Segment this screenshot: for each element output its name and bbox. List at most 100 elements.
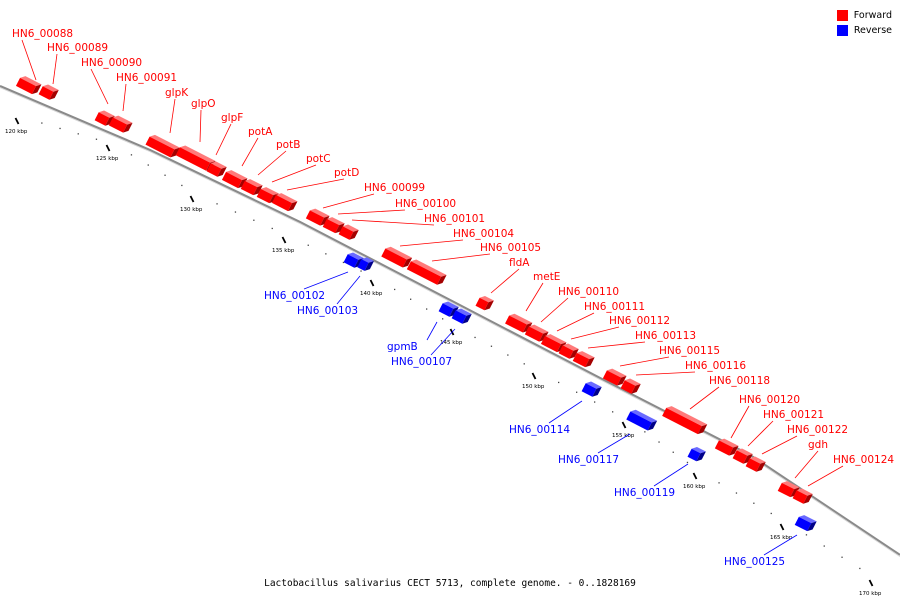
gene-hn6-00116[interactable] [620, 377, 641, 396]
gene-label-hn6-00122[interactable]: HN6_00122 [787, 424, 848, 436]
gene-hn6-00104[interactable] [381, 245, 413, 269]
gene-hn6-00115[interactable] [602, 367, 627, 388]
gene-body [305, 210, 325, 226]
gene-leader [303, 271, 349, 290]
gene-label-glpo[interactable]: glpO [191, 98, 216, 110]
gene-leader [430, 328, 456, 356]
gene-hn6-00124[interactable] [792, 487, 813, 506]
gene-label-glpf[interactable]: glpF [221, 112, 243, 124]
gene-hn6-00112[interactable] [558, 342, 579, 361]
gene-hn6-00091[interactable] [108, 114, 133, 135]
gene-hn6-00117[interactable] [626, 408, 658, 432]
gene-label-hn6-00107[interactable]: HN6_00107 [391, 356, 452, 368]
gene-hn6-00113[interactable] [572, 349, 595, 369]
gene-hn6-00099[interactable] [305, 207, 330, 228]
gene-label-hn6-00114[interactable]: HN6_00114 [509, 424, 570, 436]
gene-label-flda[interactable]: fldA [509, 257, 530, 269]
gene-body [602, 370, 622, 386]
gene-hn6-00088[interactable] [15, 74, 42, 96]
gene-mete[interactable] [505, 312, 533, 334]
gene-label-potc[interactable]: potC [306, 153, 331, 165]
minor-tick [823, 545, 825, 547]
minor-tick [612, 411, 614, 413]
gene-hn6-00121[interactable] [732, 447, 753, 466]
gene-hn6-00114[interactable] [581, 380, 602, 399]
gene-body [221, 171, 243, 189]
gene-side-face [217, 166, 227, 177]
gene-label-hn6-00110[interactable]: HN6_00110 [558, 286, 619, 298]
tick-mark [105, 144, 111, 152]
gene-label-hn6-00099[interactable]: HN6_00099 [364, 182, 425, 194]
gene-label-gpmb[interactable]: gpmB [387, 341, 418, 353]
gene-label-hn6-00124[interactable]: HN6_00124 [833, 454, 894, 466]
gene-label-hn6-00121[interactable]: HN6_00121 [763, 409, 824, 421]
gene-hn6-00103[interactable] [357, 256, 374, 273]
gene-label-hn6-00117[interactable]: HN6_00117 [558, 454, 619, 466]
gene-hn6-00107[interactable] [451, 307, 472, 326]
gene-body [572, 352, 590, 368]
gene-body [94, 112, 110, 126]
gene-leader [52, 53, 58, 85]
gene-label-hn6-00113[interactable]: HN6_00113 [635, 330, 696, 342]
gene-label-hn6-00101[interactable]: HN6_00101 [424, 213, 485, 225]
gene-label-hn6-00111[interactable]: HN6_00111 [584, 301, 645, 313]
gene-label-hn6-00116[interactable]: HN6_00116 [685, 360, 746, 372]
gene-label-hn6-00100[interactable]: HN6_00100 [395, 198, 456, 210]
gene-side-face [539, 331, 549, 342]
tick-label: 145 kbp [440, 340, 463, 346]
gene-gdh[interactable] [777, 479, 800, 499]
gene-gpmb[interactable] [438, 300, 459, 319]
gene-leader [399, 239, 464, 247]
gene-label-hn6-00088[interactable]: HN6_00088 [12, 28, 73, 40]
gene-label-hn6-00090[interactable]: HN6_00090 [81, 57, 142, 69]
gene-label-pota[interactable]: potA [248, 126, 273, 138]
gene-label-hn6-00125[interactable]: HN6_00125 [724, 556, 785, 568]
gene-label-glpk[interactable]: glpK [165, 87, 189, 99]
gene-leader [241, 137, 259, 167]
gene-leader [336, 275, 361, 305]
gene-hn6-00089[interactable] [38, 83, 59, 102]
gene-label-potd[interactable]: potD [334, 167, 359, 179]
gene-top-face [479, 295, 494, 303]
gene-leader [619, 356, 670, 367]
gene-top-face [585, 381, 602, 389]
gene-glpk[interactable] [145, 133, 180, 159]
gene-label-hn6-00091[interactable]: HN6_00091 [116, 72, 177, 84]
gene-flda[interactable] [475, 294, 494, 312]
gene-top-face [781, 481, 800, 490]
gene-potd[interactable] [271, 191, 298, 213]
gene-hn6-00105[interactable] [406, 258, 447, 287]
minor-tick [841, 556, 843, 558]
gene-label-gdh[interactable]: gdh [808, 439, 828, 451]
minor-tick [753, 502, 755, 504]
gene-label-potb[interactable]: potB [276, 139, 300, 151]
gene-hn6-00101[interactable] [338, 223, 359, 242]
gene-label-hn6-00115[interactable]: HN6_00115 [659, 345, 720, 357]
gene-label-hn6-00102[interactable]: HN6_00102 [264, 290, 325, 302]
gene-label-hn6-00105[interactable]: HN6_00105 [480, 242, 541, 254]
gene-hn6-00119[interactable] [687, 445, 706, 463]
gene-body [714, 440, 734, 456]
gene-label-hn6-00120[interactable]: HN6_00120 [739, 394, 800, 406]
gene-hn6-00122[interactable] [745, 455, 766, 474]
gene-side-face [437, 274, 447, 285]
gene-label-hn6-00118[interactable]: HN6_00118 [709, 375, 770, 387]
gene-top-face [718, 438, 739, 448]
gene-hn6-00118[interactable] [662, 404, 708, 436]
gene-hn6-00110[interactable] [524, 323, 549, 344]
gene-potb[interactable] [240, 177, 263, 197]
gene-label-hn6-00089[interactable]: HN6_00089 [47, 42, 108, 54]
gene-label-hn6-00103[interactable]: HN6_00103 [297, 305, 358, 317]
gene-body [620, 380, 636, 394]
gene-side-face [320, 215, 330, 226]
reverse-swatch [836, 25, 848, 36]
gene-hn6-00100[interactable] [322, 215, 345, 235]
gene-label-hn6-00104[interactable]: HN6_00104 [453, 228, 514, 240]
gene-label-hn6-00119[interactable]: HN6_00119 [614, 487, 675, 499]
gene-hn6-00125[interactable] [794, 513, 817, 533]
gene-label-hn6-00112[interactable]: HN6_00112 [609, 315, 670, 327]
gene-hn6-00120[interactable] [714, 437, 739, 458]
gene-label-mete[interactable]: metE [533, 271, 560, 283]
gene-side-face [803, 493, 813, 504]
gene-glpf[interactable] [206, 160, 227, 179]
